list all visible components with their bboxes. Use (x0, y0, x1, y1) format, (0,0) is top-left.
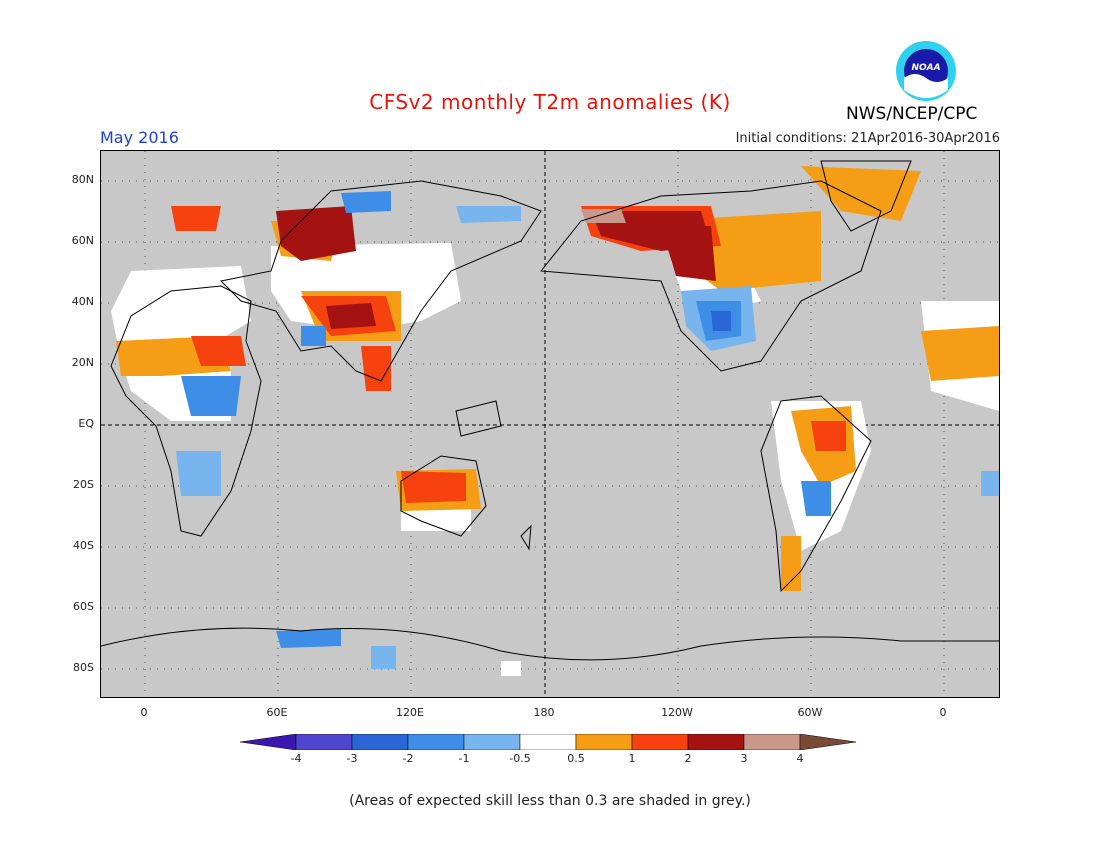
colorbar-arrow-low (240, 734, 297, 750)
colorbar-tick-label: 0.5 (567, 752, 585, 765)
anomaly-patches (111, 166, 999, 676)
lon-label: 60E (266, 706, 288, 719)
lat-label: 80S (73, 661, 94, 674)
colorbar-cell (351, 734, 409, 750)
colorbar-cell (407, 734, 465, 750)
colorbar-cell (631, 734, 689, 750)
colorbar-tick-label: -2 (402, 752, 414, 765)
colorbar-tick-label: 3 (740, 752, 748, 765)
lat-label: EQ (78, 417, 94, 430)
colorbar (240, 734, 857, 750)
lon-label: 0 (939, 706, 947, 719)
initial-conditions: Initial conditions: 21Apr2016-30Apr2016 (735, 131, 1000, 146)
footnote: (Areas of expected skill less than 0.3 a… (349, 793, 751, 809)
colorbar-tick-label: -0.5 (509, 752, 531, 765)
colorbar-tick-label: -1 (458, 752, 470, 765)
lon-label: 0 (140, 706, 148, 719)
lon-label: 60W (797, 706, 823, 719)
agency-label: NWS/NCEP/CPC (846, 104, 978, 124)
lon-label: 120E (396, 706, 424, 719)
colorbar-tick-label: 4 (796, 752, 804, 765)
colorbar-cell (295, 734, 353, 750)
lat-label: 60N (71, 234, 94, 247)
colorbar-cell (463, 734, 521, 750)
colorbar-arrow-high (799, 734, 857, 750)
colorbar-cell (687, 734, 745, 750)
colorbar-tick-label: -4 (290, 752, 302, 765)
colorbar-tick-label: 1 (628, 752, 636, 765)
coastlines (101, 160, 999, 661)
map-title: CFSv2 monthly T2m anomalies (K) (369, 90, 731, 114)
colorbar-cell (575, 734, 633, 750)
lon-label: 180 (533, 706, 555, 719)
lon-label: 120W (661, 706, 693, 719)
noaa-logo-icon: NOAA (896, 41, 956, 101)
lat-label: 40N (71, 295, 94, 308)
lat-label: 20S (73, 478, 94, 491)
colorbar-cell (519, 734, 577, 750)
equator-dateline (101, 151, 999, 697)
colorbar-tick-label: 2 (684, 752, 692, 765)
lat-label: 60S (73, 600, 94, 613)
forecast-month: May 2016 (100, 128, 179, 147)
anomaly-map (100, 150, 1000, 698)
lat-label: 20N (71, 356, 94, 369)
lat-label: 80N (71, 173, 94, 186)
svg-text:NOAA: NOAA (911, 63, 940, 73)
colorbar-cell (743, 734, 801, 750)
colorbar-tick-label: -3 (346, 752, 358, 765)
lat-label: 40S (73, 539, 94, 552)
